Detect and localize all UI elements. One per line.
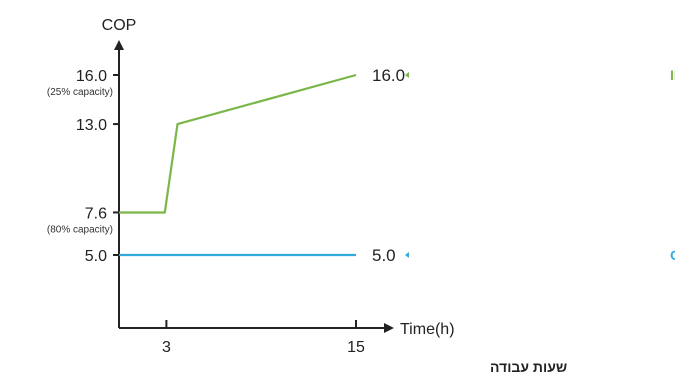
series-pointer-icon (405, 72, 409, 78)
y-tick-label: 5.0 (85, 248, 107, 265)
y-ticks: 16.0 (25% capacity) 13.0 7.6 (80% capacity) 5… (47, 68, 120, 265)
series-line (119, 73, 357, 214)
series-name: משאבת חום INVERTER (670, 67, 675, 83)
series-labels: 16.0 משאבת חום INVERTER 5.0 משאבת חום רגילה… (372, 66, 675, 265)
series-name: משאבת חום רגילה ON/OFF (670, 247, 675, 263)
y-tick-note: (25% capacity) (47, 87, 113, 98)
x-ticks: 3 15 (162, 320, 365, 356)
series-lines (119, 73, 357, 257)
series-pointer-icon (405, 252, 409, 258)
y-tick-label: 13.0 (76, 117, 107, 134)
x-tick-label: 3 (162, 339, 171, 356)
x-tick-label: 15 (347, 339, 365, 356)
x-axis-caption: שעות עבודה (490, 359, 567, 375)
y-tick-note: (80% capacity) (47, 224, 113, 235)
y-tick-label: 16.0 (76, 68, 107, 85)
y-tick-label: 7.6 (85, 205, 107, 222)
series-end-value: 5.0 (372, 246, 396, 265)
series-end-value: 16.0 (372, 66, 405, 85)
y-axis-title: COP (102, 17, 137, 34)
x-axis-title: Time(h) (400, 321, 455, 338)
